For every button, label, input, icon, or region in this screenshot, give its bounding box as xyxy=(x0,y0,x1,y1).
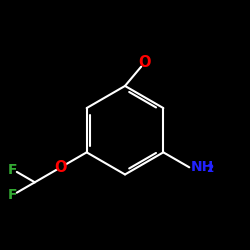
Text: F: F xyxy=(8,162,18,176)
Text: O: O xyxy=(138,56,150,70)
Text: F: F xyxy=(8,188,18,202)
Text: NH: NH xyxy=(190,160,214,174)
Text: 2: 2 xyxy=(206,164,213,174)
Text: O: O xyxy=(54,160,67,175)
